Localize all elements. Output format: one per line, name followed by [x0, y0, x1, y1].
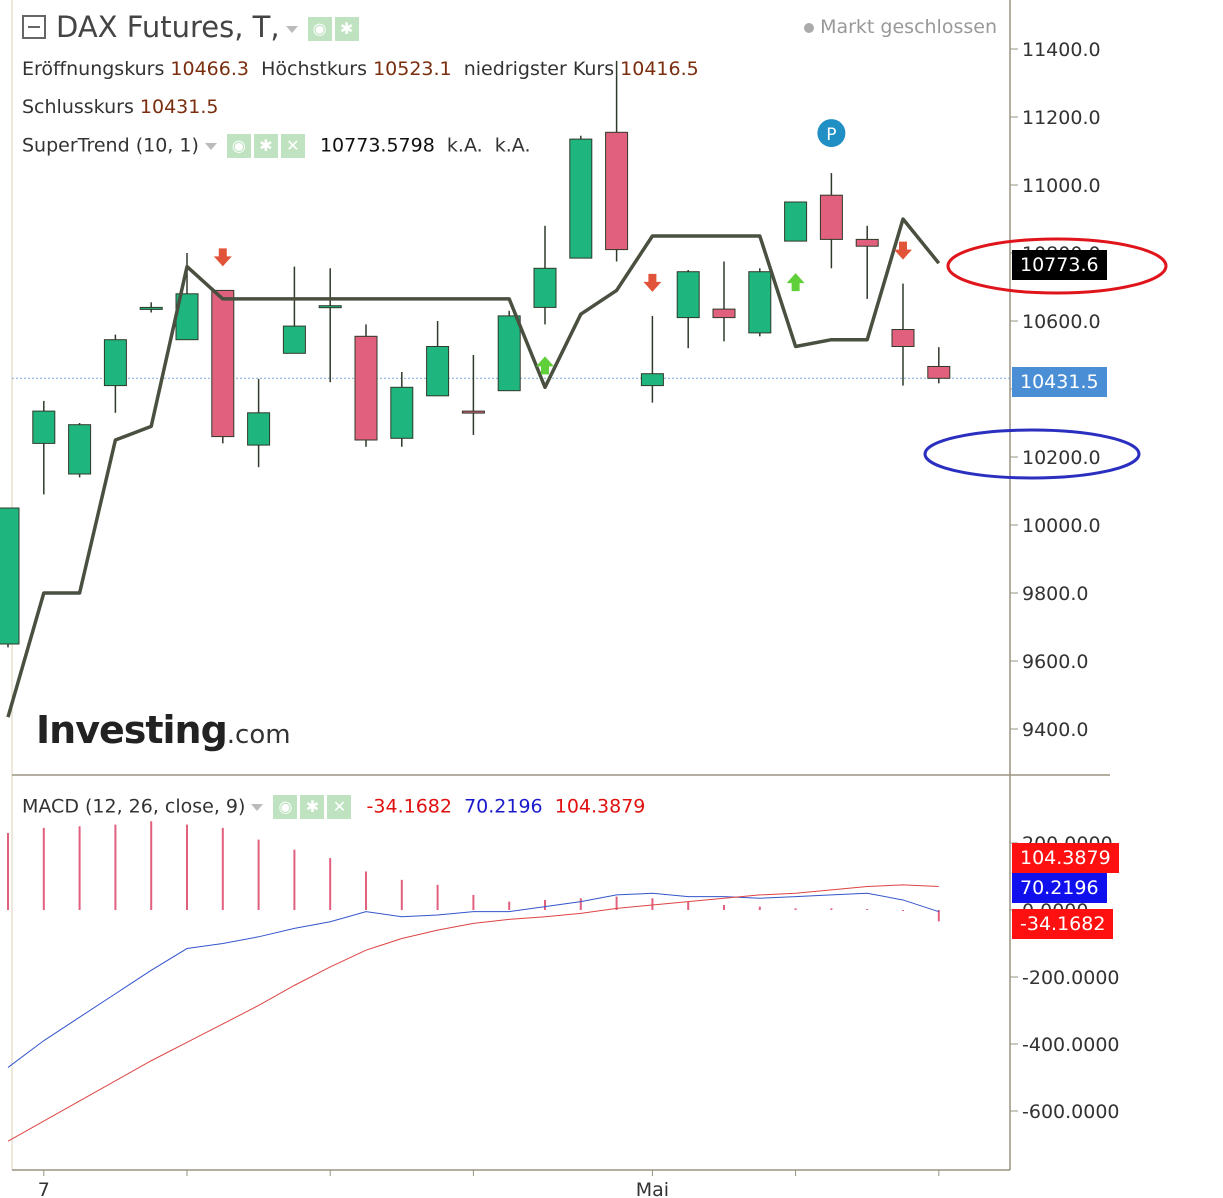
macd-signal-value: 104.3879: [554, 795, 646, 818]
chart-title-bar: DAX Futures, T, ◉ ✱: [22, 10, 362, 44]
candle-body: [354, 335, 378, 441]
time-tick-label: 7: [38, 1179, 50, 1198]
eye-icon[interactable]: ◉: [307, 17, 332, 41]
candle-body: [748, 271, 772, 334]
collapse-icon[interactable]: [22, 15, 46, 39]
status-dot-icon: [804, 22, 815, 33]
chevron-down-icon[interactable]: [251, 803, 264, 811]
candle-body: [497, 315, 521, 392]
buy-arrow-icon: [536, 356, 554, 375]
supertrend-value: 10773.5798: [319, 134, 435, 157]
sell-arrow-icon: [643, 273, 662, 292]
candle-body: [426, 346, 450, 397]
price-tick-label: 10000.0: [1022, 515, 1101, 537]
supertrend-legend: SuperTrend (10, 1) ◉ ✱ ✕ 10773.5798 k.A. k.…: [22, 134, 531, 158]
supertrend-price-tag: 10773.6: [1012, 250, 1107, 280]
close-value: 10431.5: [139, 96, 219, 118]
macd-line: [7, 892, 939, 1068]
chevron-down-icon[interactable]: [204, 142, 217, 150]
price-tick-label: 9400.0: [1022, 719, 1088, 741]
eye-icon[interactable]: ◉: [273, 795, 298, 819]
instrument-title: DAX Futures, T,: [56, 10, 280, 44]
candle-body: [282, 325, 306, 354]
logo-suffix: .com: [226, 720, 291, 750]
high-value: 10523.1: [373, 58, 452, 80]
supertrend-na-1: k.A.: [446, 134, 483, 157]
price-tick-label: 11000.0: [1022, 175, 1101, 197]
eye-icon[interactable]: ◉: [226, 134, 251, 158]
price-tick-label: 11200.0: [1022, 107, 1101, 129]
sell-arrow-icon: [894, 241, 912, 260]
ohlc-legend-row1: Eröffnungskurs 10466.3 Höchstkurs 10523.…: [22, 58, 699, 80]
candle-body: [605, 131, 629, 251]
macd-line-tag: 70.2196: [1012, 873, 1107, 903]
macd-tick-label: -400.0000: [1022, 1034, 1120, 1056]
pivot-marker-icon: [817, 119, 846, 148]
macd-tick-label: -600.0000: [1022, 1101, 1120, 1123]
price-tick-label: 10600.0: [1022, 311, 1101, 333]
supertrend-na-2: k.A.: [494, 134, 531, 157]
market-status-text: Markt geschlossen: [820, 16, 997, 38]
candle-body: [390, 386, 414, 439]
macd-hist-tag: -34.1682: [1012, 909, 1114, 939]
candle-body: [640, 373, 664, 387]
candle-body: [0, 507, 20, 645]
chevron-down-icon[interactable]: [285, 25, 298, 33]
sell-arrow-icon: [213, 248, 232, 267]
close-label: Schlusskurs: [22, 96, 134, 118]
price-tick-label: 9600.0: [1022, 651, 1088, 673]
macd-tick-label: -200.0000: [1022, 967, 1120, 989]
candle-body: [461, 410, 485, 414]
low-value: 10416.5: [620, 58, 699, 80]
pivot-marker-label: P: [826, 125, 836, 145]
candle-body: [855, 238, 879, 247]
open-label: Eröffnungskurs: [22, 58, 165, 80]
logo-main: Investing: [36, 708, 228, 752]
macd-signal-tag: 104.3879: [1012, 843, 1119, 873]
high-label: Höchstkurs: [261, 58, 368, 80]
candle-body: [103, 339, 127, 387]
candle-body: [68, 424, 92, 475]
candle-body: [533, 267, 557, 308]
candle-body: [569, 138, 593, 259]
candle-body: [139, 306, 163, 310]
price-tick-label: 10200.0: [1022, 447, 1101, 469]
candle-body: [891, 329, 915, 347]
buy-arrow-icon: [786, 273, 805, 292]
close-icon[interactable]: ✕: [280, 134, 305, 158]
candle-body: [819, 194, 843, 240]
macd-label[interactable]: MACD (12, 26, close, 9): [22, 795, 246, 818]
supertrend-label[interactable]: SuperTrend (10, 1): [22, 134, 199, 157]
low-label: niedrigster Kurs: [463, 58, 615, 80]
price-tick-label: 11400.0: [1022, 39, 1101, 61]
candle-body: [927, 365, 951, 379]
red-highlight-ellipse: [946, 237, 1168, 295]
market-status: Markt geschlossen: [804, 16, 997, 38]
candle-body: [676, 271, 700, 319]
blue-highlight-ellipse: [923, 428, 1141, 480]
price-tick-label: 9800.0: [1022, 583, 1088, 605]
macd-hist-value: -34.1682: [366, 795, 452, 818]
candle-body: [712, 308, 736, 319]
open-value: 10466.3: [170, 58, 249, 80]
candle-body: [211, 289, 235, 438]
close-icon[interactable]: ✕: [327, 795, 352, 819]
candle-body: [784, 201, 808, 242]
candle-body: [247, 412, 271, 446]
macd-line-value: 70.2196: [464, 795, 543, 818]
gear-icon[interactable]: ✱: [334, 17, 359, 41]
gear-icon[interactable]: ✱: [253, 134, 278, 158]
supertrend-line: [6, 217, 941, 718]
candle-body: [32, 410, 56, 444]
candle-body: [318, 305, 342, 309]
last-price-tag: 10431.5: [1012, 367, 1107, 397]
time-tick-label: Mai: [636, 1179, 669, 1198]
macd-legend: MACD (12, 26, close, 9) ◉ ✱ ✕ -34.1682 70.2…: [22, 795, 645, 819]
macd-signal-line: [7, 884, 939, 1142]
ohlc-legend-row2: Schlusskurs 10431.5: [22, 96, 218, 118]
gear-icon[interactable]: ✱: [300, 795, 325, 819]
investing-logo: Investing.com: [36, 708, 291, 752]
